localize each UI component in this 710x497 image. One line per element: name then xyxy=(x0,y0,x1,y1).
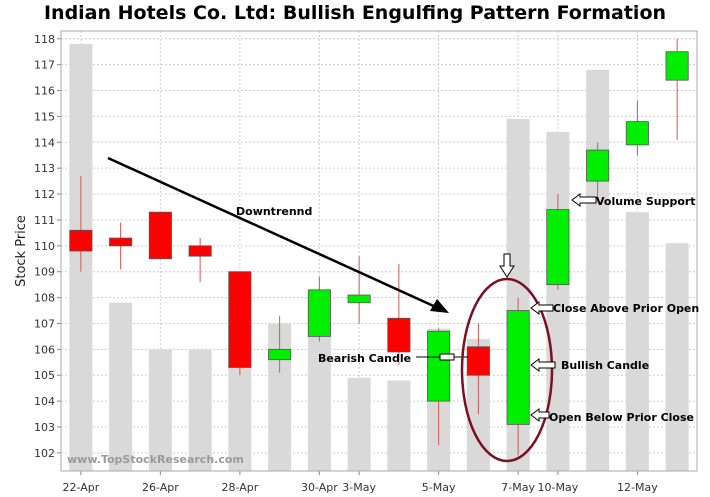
bullish-candle-body xyxy=(307,289,331,337)
y-tick-label: 114 xyxy=(34,136,55,149)
body-layer xyxy=(69,51,689,425)
bearish-candle-label: Bearish Candle xyxy=(318,352,411,365)
y-tick-label: 116 xyxy=(34,85,55,98)
volume-support-arrow xyxy=(571,193,597,207)
bullish-candle-body xyxy=(625,121,649,146)
volume-bar xyxy=(347,377,371,471)
x-tick-label: 10-May xyxy=(538,481,579,494)
bullish-candle-arrow xyxy=(530,358,556,372)
downtrend-label: Downtrennd xyxy=(236,205,312,218)
x-tick-label: 5-May xyxy=(422,481,456,494)
bearish-candle-body xyxy=(228,271,252,368)
bearish-candle-body xyxy=(466,346,490,376)
x-tick-label: 3-May xyxy=(342,481,376,494)
y-tick-label: 118 xyxy=(34,33,55,46)
bullish-candle-body xyxy=(506,310,530,425)
x-tick-label: 26-Apr xyxy=(142,481,179,494)
y-tick-label: 115 xyxy=(34,110,55,123)
y-tick-label: 102 xyxy=(34,447,55,460)
x-tick-label: 28-Apr xyxy=(221,481,258,494)
open-below-prior-close-arrow xyxy=(530,408,550,422)
y-tick-label: 113 xyxy=(34,162,55,175)
volume-bar xyxy=(268,323,292,471)
x-tick-label: 30-Apr xyxy=(301,481,338,494)
volume-bar xyxy=(665,243,689,471)
y-tick-label: 106 xyxy=(34,343,55,356)
bearish-candle-body xyxy=(188,245,212,257)
y-axis-label: Stock Price xyxy=(14,215,29,287)
axis-layer: 102 103 104 105 106 107 108 109 110 111 112 113 114 1… xyxy=(14,30,698,494)
bullish-candle-body xyxy=(546,209,570,286)
y-tick-label: 103 xyxy=(34,421,55,434)
bullish-candle-body xyxy=(347,294,371,304)
volume-bar xyxy=(625,212,649,472)
open-below-prior-close-label: Open Below Prior Close xyxy=(549,411,694,424)
bullish-candle-body xyxy=(586,149,610,182)
y-tick-label: 107 xyxy=(34,317,55,330)
y-tick-label: 111 xyxy=(34,214,55,227)
bullish-candle-body xyxy=(268,348,292,361)
downtrend-arrow-head xyxy=(430,299,449,313)
close-above-prior-open-arrow xyxy=(530,301,554,315)
x-tick-label: 7-May xyxy=(501,481,535,494)
bullish-candle-body xyxy=(665,51,689,81)
y-tick-label: 105 xyxy=(34,369,55,382)
y-tick-label: 109 xyxy=(34,266,55,279)
annotation-layer: www.TopStockResearch.com Downtrennd Bearis… xyxy=(67,156,699,466)
volume-bar xyxy=(307,328,331,471)
x-tick-label: 12-May xyxy=(617,481,658,494)
engulfing-circle xyxy=(460,277,554,463)
bearish-candle-pointer-box xyxy=(439,353,455,361)
plot-frame xyxy=(60,30,698,472)
chart-title: Indian Hotels Co. Ltd: Bullish Engulfing… xyxy=(43,2,667,24)
x-tick-label: 22-Apr xyxy=(62,481,99,494)
bearish-candle-body xyxy=(69,229,93,252)
close-above-prior-open-label: Close Above Prior Open xyxy=(553,302,699,315)
engulfing-down-arrow xyxy=(499,253,515,278)
y-tick-label: 108 xyxy=(34,292,55,305)
bullish-candle-label: Bullish Candle xyxy=(561,359,649,372)
y-tick-label: 112 xyxy=(34,188,55,201)
volume-bar xyxy=(109,302,133,471)
volume-bar xyxy=(387,380,411,471)
volume-bar xyxy=(188,349,212,471)
y-tick-label: 110 xyxy=(34,240,55,253)
bullish-candle-body xyxy=(427,330,451,402)
watermark: www.TopStockResearch.com xyxy=(67,453,244,466)
bearish-candle-body xyxy=(109,237,133,247)
bearish-candle-body xyxy=(148,211,172,260)
downtrend-arrow-line xyxy=(107,156,439,310)
volume-support-label: Volume Support xyxy=(596,195,696,208)
bearish-candle-body xyxy=(387,317,411,353)
y-tick-label: 104 xyxy=(34,395,55,408)
y-tick-label: 117 xyxy=(34,59,55,72)
volume-bar xyxy=(148,349,172,471)
